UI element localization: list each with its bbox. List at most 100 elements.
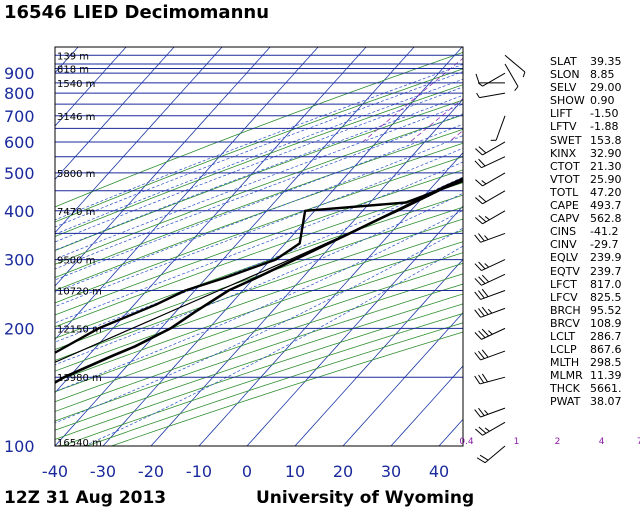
index-key: KINX [550, 146, 577, 160]
index-value: -1.50 [590, 107, 619, 121]
height-label: 1540 m [57, 79, 95, 90]
dry-adiabat-line [55, 230, 463, 372]
isotherm-line [198, 152, 463, 446]
index-row: SLAT 39.35 [550, 55, 640, 68]
index-row: MLMR 11.39 [550, 369, 640, 382]
temperature-tick-label: -30 [90, 462, 116, 481]
index-key: CINS [550, 225, 577, 239]
index-row: MLTH 298.5 [550, 356, 640, 369]
index-value: 47.20 [590, 185, 622, 199]
dry-adiabat-line [55, 84, 463, 237]
index-key: SELV [550, 81, 577, 95]
wind-barb [476, 445, 506, 464]
index-key: BRCH [550, 303, 581, 317]
parcel-path-line [55, 178, 463, 363]
wind-barb [476, 92, 506, 99]
index-value: 21.30 [590, 159, 622, 173]
index-row: CINV -29.7 [550, 238, 640, 251]
index-value: 562.8 [590, 212, 622, 226]
height-label: 9500 m [57, 256, 95, 267]
moist-adiabat-line [55, 86, 463, 243]
dry-adiabat-line [55, 241, 463, 383]
index-key: CAPE [550, 199, 579, 213]
pressure-tick-label: 700 [4, 107, 35, 126]
index-value: 25.90 [590, 172, 622, 186]
index-value: 29.00 [590, 81, 622, 95]
index-key: EQTV [550, 264, 580, 278]
temperature-tick-label: -20 [138, 462, 164, 481]
credit-label: University of Wyoming [256, 488, 475, 508]
wind-barb [490, 115, 506, 141]
moist-adiabat-line [55, 135, 463, 293]
wind-barb [475, 172, 506, 187]
mixing-ratio-label: 4 [599, 437, 605, 447]
index-key: TOTL [550, 185, 579, 199]
index-key: SHOW [550, 94, 585, 108]
height-label: 10720 m [57, 287, 102, 298]
isotherm-line [55, 47, 127, 127]
index-row: LCLT 286.7 [550, 330, 640, 343]
dry-adiabat-line [55, 68, 463, 223]
index-value: 239.7 [590, 264, 622, 278]
index-row: BRCH 95.52 [550, 304, 640, 317]
dewpoint-profile-line [55, 179, 463, 355]
index-row: CINS -41.2 [550, 225, 640, 238]
temperature-profile-line [55, 177, 463, 385]
index-row: SELV 29.00 [550, 81, 640, 94]
isotherm-line [294, 258, 463, 446]
pressure-tick-label: 200 [4, 319, 35, 338]
wind-barb [474, 259, 506, 272]
isotherm-line [102, 47, 463, 446]
index-row: VTOT 25.90 [550, 173, 640, 186]
mixing-ratio-label: 7 [637, 437, 640, 447]
height-label: 818 m [57, 65, 89, 76]
index-row: THCK 5661. [550, 382, 640, 395]
pressure-tick-label: 900 [4, 64, 35, 83]
pressure-tick-label: 500 [4, 164, 35, 183]
wind-barb [474, 232, 506, 243]
index-row: CAPE 493.7 [550, 199, 640, 212]
wind-barb [474, 288, 506, 300]
height-label: 5800 m [57, 169, 95, 180]
temperature-tick-label: 10 [285, 462, 305, 481]
wind-barb [475, 190, 506, 205]
wind-barb [474, 327, 506, 340]
index-row: LFTV -1.88 [550, 120, 640, 133]
index-value: -1.88 [590, 120, 619, 134]
index-key: MLMR [550, 369, 583, 383]
index-key: CAPV [550, 212, 580, 226]
index-key: LIFT [550, 107, 573, 121]
index-value: 298.5 [590, 356, 622, 370]
index-key: BRCV [550, 316, 580, 330]
pressure-tick-label: 600 [4, 133, 35, 152]
temperature-tick-label: -40 [42, 462, 68, 481]
index-key: CTOT [550, 159, 580, 173]
pressure-tick-label: 400 [4, 202, 35, 221]
index-row: EQTV 239.7 [550, 265, 640, 278]
isotherm-line [246, 205, 463, 446]
dry-adiabat-line [55, 128, 463, 279]
index-row: KINX 32.90 [550, 147, 640, 160]
index-row: PWAT 38.07 [550, 395, 640, 408]
dry-adiabat-line [55, 182, 463, 328]
temperature-tick-label: 40 [429, 462, 449, 481]
mixing-ratio-label: 0.4 [459, 437, 474, 447]
index-key: SWET [550, 133, 582, 147]
index-value: 817.0 [590, 277, 622, 291]
moist-adiabat-line [55, 94, 463, 251]
index-key: LFTV [550, 120, 577, 134]
pressure-tick-label: 100 [4, 437, 35, 456]
index-value: -29.7 [590, 238, 619, 252]
dry-adiabat-line [55, 283, 463, 422]
dry-adiabat-line [55, 169, 463, 316]
moist-adiabat-line [84, 245, 463, 446]
wind-barb [475, 210, 506, 225]
height-label: 139 m [57, 51, 89, 62]
moist-adiabat-line [55, 103, 463, 260]
dry-adiabat-line [55, 156, 463, 304]
index-row: LFCV 825.5 [550, 291, 640, 304]
wind-barb [475, 73, 505, 84]
wind-barb [474, 373, 506, 385]
dry-adiabat-line [55, 293, 463, 431]
observation-time: 12Z 31 Aug 2013 [4, 488, 167, 508]
